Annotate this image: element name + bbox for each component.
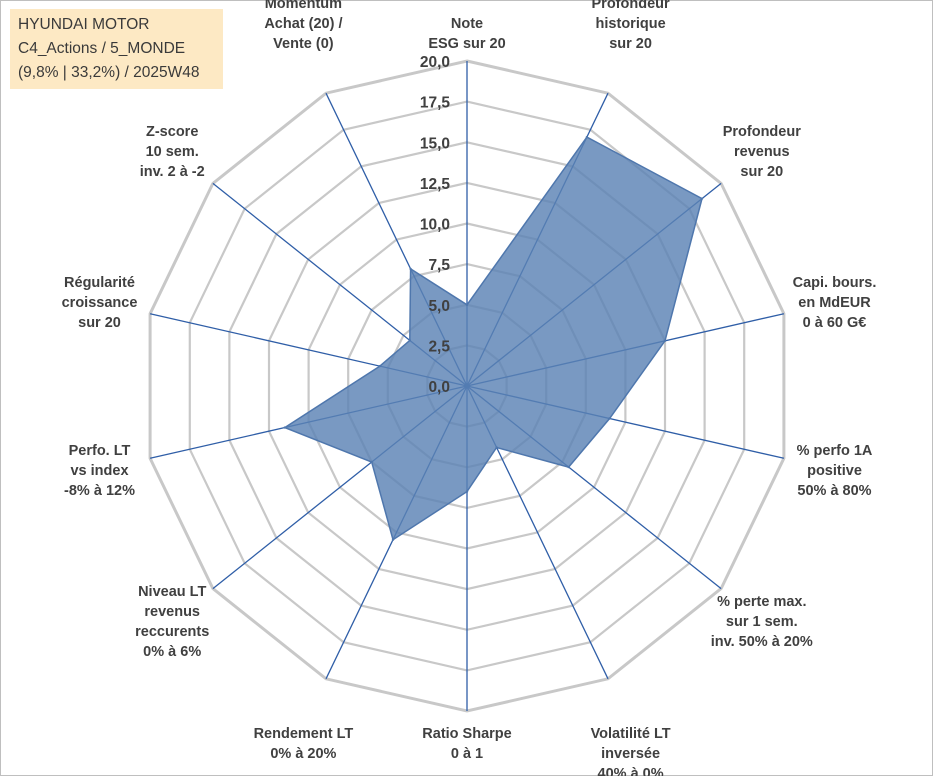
radar-tick-labels: 0,0 2,5 5,0 7,5 10,0 12,5 15,0 17,5 20,0: [420, 54, 451, 396]
axis-label-4: % perfo 1A positive 50% à 80%: [797, 443, 873, 499]
axis-label-13-line-0: Momentum: [265, 0, 342, 12]
axis-label-2: Profondeur revenus sur 20: [723, 124, 801, 180]
tick-label-2: 5,0: [428, 298, 450, 315]
axis-label-5-line-2: inv. 50% à 20%: [711, 634, 813, 650]
axis-label-1-line-0: Profondeur: [592, 0, 670, 12]
axis-label-11-line-2: sur 20: [78, 315, 121, 331]
axis-label-7-line-1: 0 à 1: [451, 746, 483, 762]
axis-label-1-line-2: sur 20: [609, 36, 652, 52]
axis-label-0-line-0: Note: [451, 16, 483, 32]
axis-label-7-line-0: Ratio Sharpe: [422, 726, 511, 742]
tick-label-3: 7,5: [428, 257, 450, 274]
axis-label-8-line-1: 0% à 20%: [270, 746, 336, 762]
axis-label-1: Profondeur historique sur 20: [592, 0, 670, 52]
axis-label-4-line-0: % perfo 1A: [797, 443, 873, 459]
tick-label-4: 10,0: [420, 217, 450, 234]
radar-axis-labels: Note ESG sur 20 Profondeur historique sur 20…: [62, 0, 877, 776]
axis-label-0: Note ESG sur 20: [428, 16, 505, 52]
axis-label-12-line-2: inv. 2 à -2: [140, 164, 205, 180]
axis-label-5-line-0: % perte max.: [717, 594, 806, 610]
data-point-2: [700, 197, 704, 200]
axis-label-4-line-2: 50% à 80%: [797, 483, 871, 499]
chart-title-stats: (9,8% | 33,2%) / 2025W48: [18, 64, 200, 81]
data-point-3: [663, 339, 667, 342]
axis-label-8: Rendement LT 0% à 20%: [254, 726, 354, 762]
axis-label-9-line-0: Niveau LT: [138, 584, 206, 600]
chart-title-box: HYUNDAI MOTOR C4_Actions / 5_MONDE (9,8%…: [10, 9, 223, 89]
axis-label-12-line-0: Z-score: [146, 124, 198, 140]
axis-label-13: Momentum Achat (20) / Vente (0): [264, 0, 342, 52]
tick-label-8: 20,0: [420, 54, 450, 71]
axis-label-0-line-1: ESG sur 20: [428, 36, 505, 52]
axis-label-3-line-1: en MdEUR: [798, 295, 871, 311]
axis-label-11: Régularité croissance sur 20: [62, 275, 138, 331]
axis-label-9-line-1: revenus: [144, 604, 200, 620]
axis-label-3: Capi. bours. en MdEUR 0 à 60 G€: [793, 275, 877, 331]
tick-label-5: 12,5: [420, 176, 451, 193]
series-area: [283, 136, 703, 541]
axis-label-7: Ratio Sharpe 0 à 1: [422, 726, 511, 762]
axis-label-5-line-1: sur 1 sem.: [726, 614, 798, 630]
axis-label-13-line-2: Vente (0): [273, 36, 334, 52]
axis-label-1-line-1: historique: [596, 16, 666, 32]
axis-label-9-line-3: 0% à 6%: [143, 644, 201, 660]
data-point-4: [608, 417, 611, 420]
data-point-11: [378, 364, 382, 368]
data-point-5: [567, 465, 570, 469]
axis-label-6-line-0: Volatilité LT: [591, 726, 671, 742]
tick-label-7: 17,5: [420, 95, 451, 112]
radar-series: [283, 135, 704, 541]
axis-label-9: Niveau LT revenus reccurents 0% à 6%: [135, 584, 209, 660]
axis-label-10: Perfo. LT vs index -8% à 12%: [64, 443, 135, 499]
chart-title-company: HYUNDAI MOTOR: [18, 16, 150, 33]
axis-label-2-line-1: revenus: [734, 144, 790, 160]
axis-label-6-line-1: inversée: [601, 746, 660, 762]
axis-label-10-line-2: -8% à 12%: [64, 483, 135, 499]
axis-label-2-line-2: sur 20: [740, 164, 783, 180]
axis-label-10-line-0: Perfo. LT: [69, 443, 131, 459]
axis-label-6: Volatilité LT inversée 40% à 0%: [591, 726, 671, 776]
axis-label-11-line-0: Régularité: [64, 275, 135, 291]
data-point-1: [585, 135, 589, 139]
data-point-7: [465, 490, 469, 493]
axis-label-3-line-2: 0 à 60 G€: [803, 315, 867, 331]
data-point-8: [391, 538, 395, 541]
chart-title-category: C4_Actions / 5_MONDE: [18, 40, 186, 57]
axis-label-12: Z-score 10 sem. inv. 2 à -2: [140, 124, 205, 180]
data-point-9: [370, 460, 373, 464]
axis-label-3-line-0: Capi. bours.: [793, 275, 877, 291]
data-point-12: [408, 339, 411, 342]
axis-label-12-line-1: 10 sem.: [146, 144, 199, 160]
tick-label-1: 2,5: [428, 338, 450, 355]
data-point-6: [495, 446, 498, 449]
axis-label-4-line-1: positive: [807, 463, 862, 479]
axis-label-5: % perte max. sur 1 sem. inv. 50% à 20%: [711, 594, 813, 650]
tick-label-0: 0,0: [428, 379, 450, 396]
axis-label-8-line-0: Rendement LT: [254, 726, 354, 742]
data-point-0: [465, 303, 469, 306]
axis-label-2-line-0: Profondeur: [723, 124, 801, 140]
tick-label-6: 15,0: [420, 135, 450, 152]
axis-label-10-line-1: vs index: [70, 463, 128, 479]
axis-label-9-line-2: reccurents: [135, 624, 209, 640]
data-point-10: [283, 426, 286, 429]
data-point-13: [409, 267, 412, 271]
axis-label-13-line-1: Achat (20) /: [264, 16, 342, 32]
axis-label-11-line-1: croissance: [62, 295, 138, 311]
axis-label-6-line-2: 40% à 0%: [598, 766, 664, 776]
